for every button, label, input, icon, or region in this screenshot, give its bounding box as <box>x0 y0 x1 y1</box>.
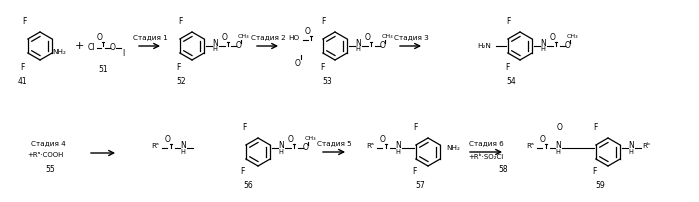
Text: Стадия 5: Стадия 5 <box>317 140 352 146</box>
Text: O: O <box>365 33 371 41</box>
Text: N: N <box>395 141 401 150</box>
Text: F: F <box>22 18 26 26</box>
Text: Стадия 6: Стадия 6 <box>468 140 503 146</box>
Text: Rᵃ: Rᵃ <box>366 143 374 149</box>
Text: O: O <box>550 33 556 41</box>
Text: H: H <box>279 149 283 155</box>
Text: 58: 58 <box>498 165 507 175</box>
Text: NH₂: NH₂ <box>446 145 460 151</box>
Text: F: F <box>242 123 246 133</box>
Text: O: O <box>288 135 294 143</box>
Text: H₂N: H₂N <box>477 43 491 49</box>
Text: F: F <box>176 63 180 73</box>
Text: O: O <box>303 143 309 153</box>
Text: H: H <box>396 149 401 155</box>
Text: F: F <box>412 167 416 177</box>
Text: I: I <box>122 48 124 58</box>
Text: Стадия 3: Стадия 3 <box>394 34 428 40</box>
Text: F: F <box>320 63 324 73</box>
Text: Rᵇ: Rᵇ <box>642 143 650 149</box>
Text: O: O <box>305 26 311 36</box>
Text: +Rᵃ·COOH: +Rᵃ·COOH <box>27 152 63 158</box>
Text: O: O <box>222 33 228 41</box>
Text: N: N <box>555 141 561 150</box>
Text: H: H <box>180 149 185 155</box>
Text: F: F <box>505 63 509 73</box>
Text: 57: 57 <box>415 181 425 189</box>
Text: F: F <box>178 18 182 26</box>
Text: O: O <box>165 135 171 143</box>
Text: F: F <box>20 63 24 73</box>
Text: O: O <box>557 123 563 133</box>
Text: 52: 52 <box>176 78 186 86</box>
Text: F: F <box>592 167 596 177</box>
Text: O: O <box>97 33 103 41</box>
Text: O: O <box>110 43 116 53</box>
Text: Стадия 4: Стадия 4 <box>31 140 66 146</box>
Text: F: F <box>240 167 244 177</box>
Text: O: O <box>380 41 386 50</box>
Text: 53: 53 <box>322 78 332 86</box>
Text: Rᵃ: Rᵃ <box>151 143 159 149</box>
Text: +Rᵇ·SO₂Cl: +Rᵇ·SO₂Cl <box>468 154 503 160</box>
Text: O: O <box>540 135 546 143</box>
Text: Стадия 1: Стадия 1 <box>133 34 167 40</box>
Text: F: F <box>506 18 510 26</box>
Text: 59: 59 <box>595 181 605 189</box>
Text: CH₃: CH₃ <box>381 34 393 39</box>
Text: N: N <box>355 39 361 47</box>
Text: F: F <box>321 18 325 26</box>
Text: H: H <box>628 149 633 155</box>
Text: H: H <box>212 46 217 52</box>
Text: CH₃: CH₃ <box>304 136 316 141</box>
Text: N: N <box>278 141 284 150</box>
Text: H: H <box>556 149 561 155</box>
Text: HO: HO <box>289 35 300 41</box>
Text: NH₂: NH₂ <box>52 49 66 55</box>
Text: Стадия 2: Стадия 2 <box>251 34 285 40</box>
Text: N: N <box>212 39 218 47</box>
Text: 56: 56 <box>243 181 253 189</box>
Text: CH₃: CH₃ <box>237 34 249 39</box>
Text: O: O <box>236 41 242 50</box>
Text: H: H <box>540 46 545 52</box>
Text: F: F <box>413 123 417 133</box>
Text: N: N <box>628 141 634 150</box>
Text: +: + <box>74 41 84 51</box>
Text: H: H <box>356 46 361 52</box>
Text: 55: 55 <box>45 165 55 175</box>
Text: Rᵃ: Rᵃ <box>526 143 534 149</box>
Text: Cl: Cl <box>87 43 95 53</box>
Text: 41: 41 <box>17 78 27 86</box>
Text: O: O <box>565 41 571 50</box>
Text: O: O <box>295 60 301 68</box>
Text: O: O <box>380 135 386 143</box>
Text: 51: 51 <box>98 65 108 75</box>
Text: F: F <box>593 123 597 133</box>
Text: 54: 54 <box>506 78 516 86</box>
Text: N: N <box>180 141 186 150</box>
Text: N: N <box>540 39 546 47</box>
Text: CH₃: CH₃ <box>566 34 578 39</box>
